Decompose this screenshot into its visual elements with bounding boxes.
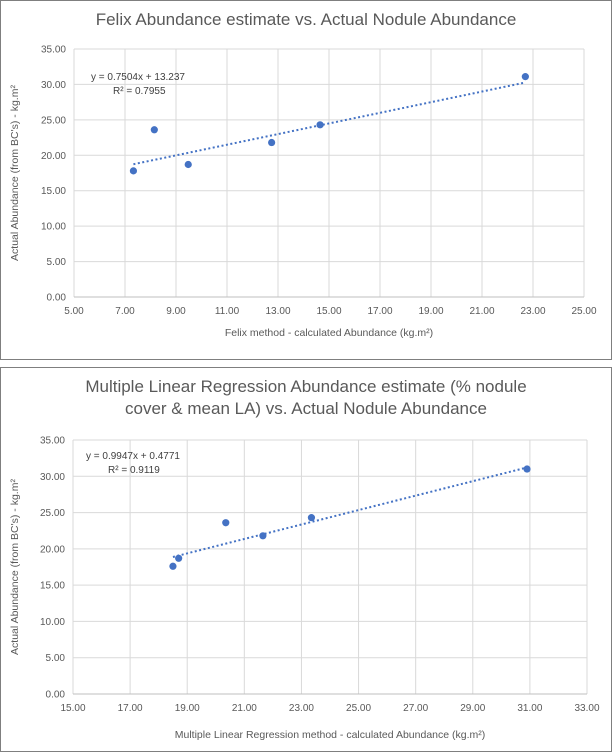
chart-title: Felix Abundance estimate vs. Actual Nodu… xyxy=(95,10,517,29)
x-tick-label: 17.00 xyxy=(367,306,392,317)
x-tick-label: 25.00 xyxy=(346,703,371,714)
x-tick-label: 19.00 xyxy=(175,703,200,714)
x-tick-label: 15.00 xyxy=(316,306,341,317)
x-tick-label: 25.00 xyxy=(571,306,596,317)
y-axis-label: Actual Abundance (from BC's) - kg.m² xyxy=(9,85,21,261)
data-point xyxy=(523,465,531,473)
y-tick-label: 30.00 xyxy=(40,472,65,483)
r-squared-label: R² = 0.9119 xyxy=(108,465,160,476)
x-axis-label: Multiple Linear Regression method - calc… xyxy=(175,729,486,741)
data-point xyxy=(169,562,177,570)
x-tick-label: 23.00 xyxy=(289,703,314,714)
data-point xyxy=(184,160,192,169)
data-point xyxy=(150,126,158,134)
y-tick-label: 25.00 xyxy=(41,115,66,126)
x-tick-label: 27.00 xyxy=(403,703,428,714)
r-squared-label: R² = 0.7955 xyxy=(113,86,166,97)
mlr-chart-panel: Multiple Linear Regression Abundance est… xyxy=(0,367,612,752)
y-tick-label: 0.00 xyxy=(47,293,67,304)
data-point xyxy=(316,121,324,129)
x-tick-label: 23.00 xyxy=(520,306,545,317)
trendline-equation: y = 0.9947x + 0.4771 xyxy=(86,451,180,462)
mlr-chart-svg: 15.00 17.00 19.00 21.00 23.00 25.00 27.00 29.00… xyxy=(9,436,600,742)
data-point xyxy=(259,532,267,540)
x-tick-label: 7.00 xyxy=(115,306,135,317)
chart-title-line-2: cover & mean LA) vs. Actual Nodule Abund… xyxy=(125,399,487,418)
x-axis-label: Felix method - calculated Abundance (kg.… xyxy=(225,327,433,339)
y-tick-label: 5.00 xyxy=(47,257,67,268)
data-point xyxy=(521,73,529,81)
chart-title-line-1: Multiple Linear Regression Abundance est… xyxy=(85,377,527,396)
y-tick-label: 10.00 xyxy=(40,617,65,628)
data-point xyxy=(175,554,183,562)
data-point xyxy=(222,519,230,527)
x-tick-label: 21.00 xyxy=(469,306,494,317)
data-point xyxy=(307,514,316,522)
trendline-equation: y = 0.7504x + 13.237 xyxy=(91,72,185,83)
y-tick-label: 20.00 xyxy=(40,544,65,555)
x-tick-label: 5.00 xyxy=(64,306,84,317)
x-tick-label: 29.00 xyxy=(460,703,485,714)
felix-chart-panel: Felix Abundance estimate vs. Actual Nodu… xyxy=(0,0,612,360)
trendline xyxy=(133,81,526,166)
y-tick-label: 15.00 xyxy=(41,186,66,197)
y-tick-label: 15.00 xyxy=(40,581,65,592)
x-tick-label: 19.00 xyxy=(418,306,443,317)
data-point xyxy=(129,167,138,175)
data-point xyxy=(268,138,276,147)
y-tick-label: 10.00 xyxy=(41,222,66,233)
x-tick-label: 15.00 xyxy=(60,703,85,714)
x-tick-label: 9.00 xyxy=(166,306,186,317)
x-tick-label: 31.00 xyxy=(517,703,542,714)
felix-chart-svg: 5.00 7.00 9.00 11.00 13.00 15.00 17.00 19.00 21.… xyxy=(9,45,597,340)
y-tick-label: 20.00 xyxy=(41,151,66,162)
x-tick-label: 13.00 xyxy=(265,306,290,317)
x-tick-label: 21.00 xyxy=(232,703,257,714)
y-axis-label: Actual Abundance (from BC's) - kg.m² xyxy=(9,479,21,655)
y-tick-label: 25.00 xyxy=(40,508,65,519)
y-tick-label: 30.00 xyxy=(41,80,66,91)
y-tick-label: 0.00 xyxy=(46,690,66,701)
x-tick-label: 11.00 xyxy=(215,306,240,317)
y-tick-label: 35.00 xyxy=(41,45,66,56)
y-tick-label: 5.00 xyxy=(46,653,66,664)
x-tick-label: 17.00 xyxy=(118,703,143,714)
x-tick-label: 33.00 xyxy=(574,703,599,714)
y-tick-label: 35.00 xyxy=(40,436,65,447)
